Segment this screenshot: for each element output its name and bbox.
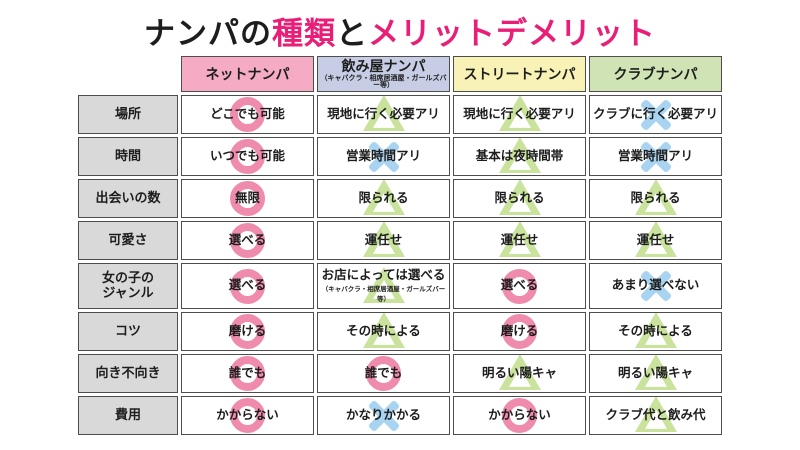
- table-cell: どこでも可能: [181, 95, 314, 134]
- table-cell: 誰でも: [181, 354, 314, 393]
- table-cell: 選べる: [181, 221, 314, 260]
- table-cell: お店によっては選べる （キャバクラ・相席居酒屋・ガールズバー等）: [317, 263, 450, 309]
- table-cell: 現地に行く必要アリ: [453, 95, 586, 134]
- table-cell: 明るい陽キャ: [589, 354, 722, 393]
- table-cell: 営業時間アリ: [317, 137, 450, 176]
- row-header-girl-genre: 女の子の ジャンル: [78, 263, 178, 309]
- table-cell: 選べる: [181, 263, 314, 309]
- row-header-tips: コツ: [78, 312, 178, 351]
- table-cell: 運任せ: [453, 221, 586, 260]
- table-cell: いつでも可能: [181, 137, 314, 176]
- table-cell: かからない: [453, 396, 586, 435]
- column-header-bar-nanpa: 飲み屋ナンパ （キャバクラ・相席居酒屋・ガールズバー等）: [317, 56, 450, 92]
- table-cell: その時による: [317, 312, 450, 351]
- table-cell: 磨ける: [453, 312, 586, 351]
- table-cell: 選べる: [453, 263, 586, 309]
- column-subheader: （キャバクラ・相席居酒屋・ガールズバー等）: [320, 74, 447, 89]
- table-cell: かなりかかる: [317, 396, 450, 435]
- cell-subtext: （キャバクラ・相席居酒屋・ガールズバー等）: [321, 286, 446, 304]
- table-cell: 営業時間アリ: [589, 137, 722, 176]
- column-header-club-nanpa: クラブナンパ: [589, 56, 722, 92]
- table-cell: クラブ代と飲み代: [589, 396, 722, 435]
- table-cell: 誰でも: [317, 354, 450, 393]
- title-segment-pink: 種類: [272, 16, 336, 51]
- row-header-time: 時間: [78, 137, 178, 176]
- comparison-table: ネットナンパ 飲み屋ナンパ （キャバクラ・相席居酒屋・ガールズバー等） ストリート…: [78, 56, 722, 435]
- table-cell: あまり選べない: [589, 263, 722, 309]
- row-header-number-of-encounters: 出会いの数: [78, 179, 178, 218]
- row-header-cost: 費用: [78, 396, 178, 435]
- table-cell: 限られる: [317, 179, 450, 218]
- table-cell: 基本は夜時間帯: [453, 137, 586, 176]
- table-cell: その時による: [589, 312, 722, 351]
- table-cell: 限られる: [589, 179, 722, 218]
- table-cell: 限られる: [453, 179, 586, 218]
- table-cell: 運任せ: [317, 221, 450, 260]
- table-cell: 運任せ: [589, 221, 722, 260]
- row-header-place: 場所: [78, 95, 178, 134]
- table-cell: 無限: [181, 179, 314, 218]
- title-segment-black: ナンパの: [144, 16, 272, 51]
- table-cell: クラブに行く必要アリ: [589, 95, 722, 134]
- row-header-cuteness: 可愛さ: [78, 221, 178, 260]
- corner-blank-cell: [78, 56, 178, 92]
- column-header-street-nanpa: ストリートナンパ: [453, 56, 586, 92]
- table-cell: かからない: [181, 396, 314, 435]
- column-header-net-nanpa: ネットナンパ: [181, 56, 314, 92]
- table-cell: 現地に行く必要アリ: [317, 95, 450, 134]
- page-title: ナンパの種類とメリットデメリット: [0, 8, 800, 53]
- title-segment-black: と: [336, 16, 368, 51]
- table-cell: 磨ける: [181, 312, 314, 351]
- row-header-suitability: 向き不向き: [78, 354, 178, 393]
- title-segment-pink: メリットデメリット: [368, 16, 656, 51]
- table-cell: 明るい陽キャ: [453, 354, 586, 393]
